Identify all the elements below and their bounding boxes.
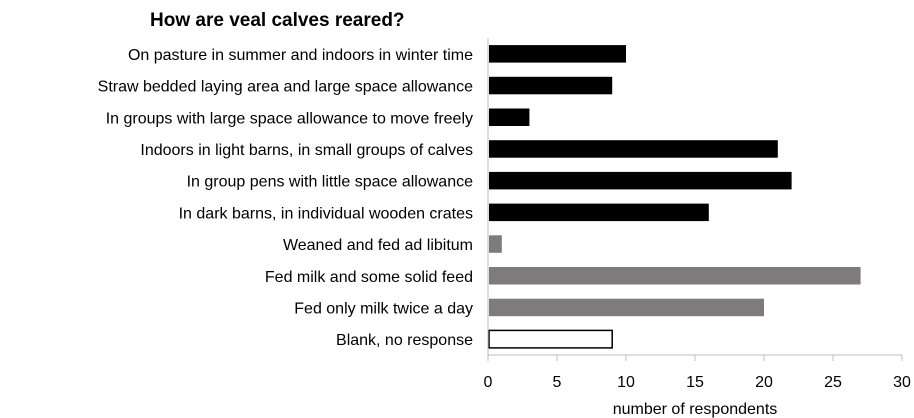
category-label-5: In group pens with little space allowanc…	[187, 174, 473, 191]
bar-3	[489, 108, 530, 126]
bars-layer	[488, 45, 861, 349]
category-label-3: In groups with large space allowance to …	[106, 110, 473, 127]
category-label-6: In dark barns, in individual wooden crat…	[179, 205, 473, 222]
x-tick-label-5: 25	[824, 374, 842, 391]
category-label-8: Fed milk and some solid feed	[265, 269, 473, 286]
x-tick-label-2: 10	[617, 374, 635, 391]
category-label-2: Straw bedded laying area and large space…	[98, 79, 473, 96]
category-label-9: Fed only milk twice a day	[294, 300, 473, 317]
bar-9	[489, 298, 764, 317]
bar-10	[488, 329, 613, 349]
x-axis-title: number of respondents	[613, 401, 778, 418]
category-label-10: Blank, no response	[336, 332, 473, 349]
category-labels: On pasture in summer and indoors in wint…	[98, 47, 473, 349]
bar-6	[489, 203, 709, 222]
category-label-4: Indoors in light barns, in small groups …	[140, 142, 473, 159]
bar-4	[489, 140, 778, 158]
bar-2	[489, 76, 613, 95]
x-axis-ticks: 0 5 10 15 20 25 30	[484, 355, 911, 391]
bar-7	[489, 235, 502, 253]
x-tick-label-0: 0	[484, 374, 493, 391]
category-label-1: On pasture in summer and indoors in wint…	[128, 47, 473, 64]
x-tick-label-1: 5	[553, 374, 562, 391]
x-tick-label-6: 30	[893, 374, 911, 391]
x-tick-label-4: 20	[755, 374, 773, 391]
bar-8	[489, 267, 861, 285]
category-label-7: Weaned and fed ad libitum	[283, 237, 473, 254]
bar-1	[489, 45, 626, 63]
bar-5	[489, 171, 792, 190]
chart-title: How are veal calves reared?	[150, 10, 405, 31]
x-tick-label-3: 15	[686, 374, 704, 391]
